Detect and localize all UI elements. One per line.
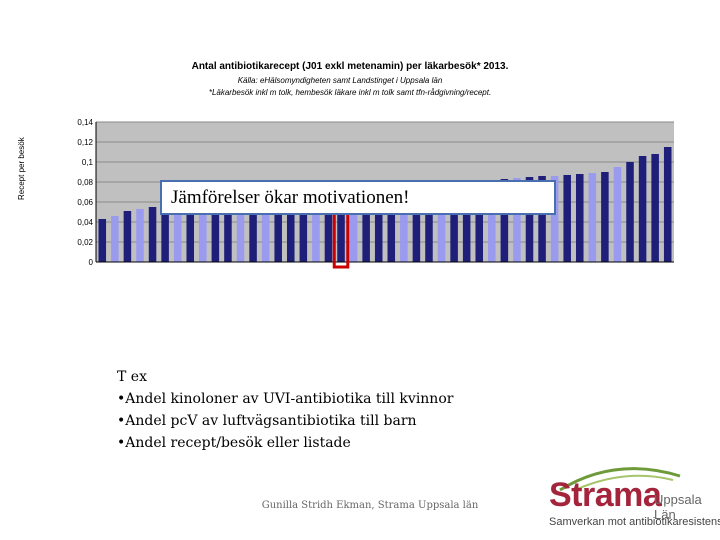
bar [663,147,672,262]
chart-source: Källa: eHälsomyndigheten samt Landstinge… [237,76,443,85]
bar [148,207,157,262]
bar [249,199,257,262]
bar [98,219,107,262]
bar [488,180,496,262]
bar [123,211,132,262]
strama-logo: Strama Uppsala Län Samverkan mot antibio… [545,462,720,540]
bullet-item: •Andel kinoloner av UVI-antibiotika till… [117,391,454,407]
chart-title: Antal antibiotikarecept (J01 exkl metena… [191,61,509,72]
bar [211,202,220,262]
bar [387,188,396,262]
bar [412,186,421,262]
y-tick-label: 0,12 [77,138,93,147]
y-tick-label: 0,06 [77,198,93,207]
y-tick-label: 0,1 [82,158,94,167]
bar [651,154,659,262]
bar [538,176,546,262]
logo-arc-icon [559,467,681,492]
logo-region: Uppsala Län [654,492,702,522]
text-intro: T ex [117,369,147,385]
bar [173,204,182,262]
y-tick-label: 0,02 [77,238,93,247]
bar [525,177,534,262]
bar [324,193,333,262]
bar [186,203,195,262]
bar [462,182,471,262]
bar [349,190,358,262]
y-tick-label: 0,04 [77,218,93,227]
bar [236,200,245,262]
bar [224,201,232,262]
y-axis-ticks: 0 0,02 0,04 0,06 0,08 0,1 0,12 0,14 [77,118,93,267]
bar [601,172,609,262]
bar [638,156,647,262]
footer-author: Gunilla Stridh Ekman, Strama Uppsala län [261,500,479,511]
bar [261,198,270,262]
text-block: T ex •Andel kinoloner av UVI-antibiotika… [117,366,453,454]
bar [337,192,345,262]
bar [550,176,559,262]
bullet-item: •Andel pcV av luftvägsantibiotika till b… [117,413,417,429]
bar [161,205,169,262]
bar [274,197,282,262]
bar [286,196,295,262]
bar [437,184,446,262]
logo-name: Strama [549,476,662,514]
bar [299,195,308,262]
bar [613,167,622,262]
y-tick-label: 0 [89,258,94,267]
bar [450,183,458,262]
bar [136,209,144,262]
y-tick-label: 0,14 [77,118,93,127]
bar [588,173,597,262]
bar [362,189,370,262]
y-tick-label: 0,08 [77,178,93,187]
bars [98,147,672,262]
logo-tagline: Samverkan mot antibiotikaresistens [549,516,720,528]
bar [563,175,571,262]
y-axis-label: Recept per besök [17,137,26,200]
bar [400,187,408,262]
bar [513,178,521,262]
bar [475,181,484,262]
bar [374,188,383,262]
bar [111,216,119,262]
bar-chart: 0 0,02 0,04 0,06 0,08 0,1 0,12 0,14 [77,118,674,269]
bar [199,202,207,262]
bar [500,179,509,262]
chart-note: *Läkarbesök inkl m tolk, hembesök läkare… [208,88,492,97]
bar [425,185,433,262]
callout-box: Jämförelser ökar motivationen! [160,180,556,215]
bullet-item: •Andel recept/besök eller listade [117,435,351,451]
bar [312,194,320,262]
bar [626,162,634,262]
bar [575,174,584,262]
